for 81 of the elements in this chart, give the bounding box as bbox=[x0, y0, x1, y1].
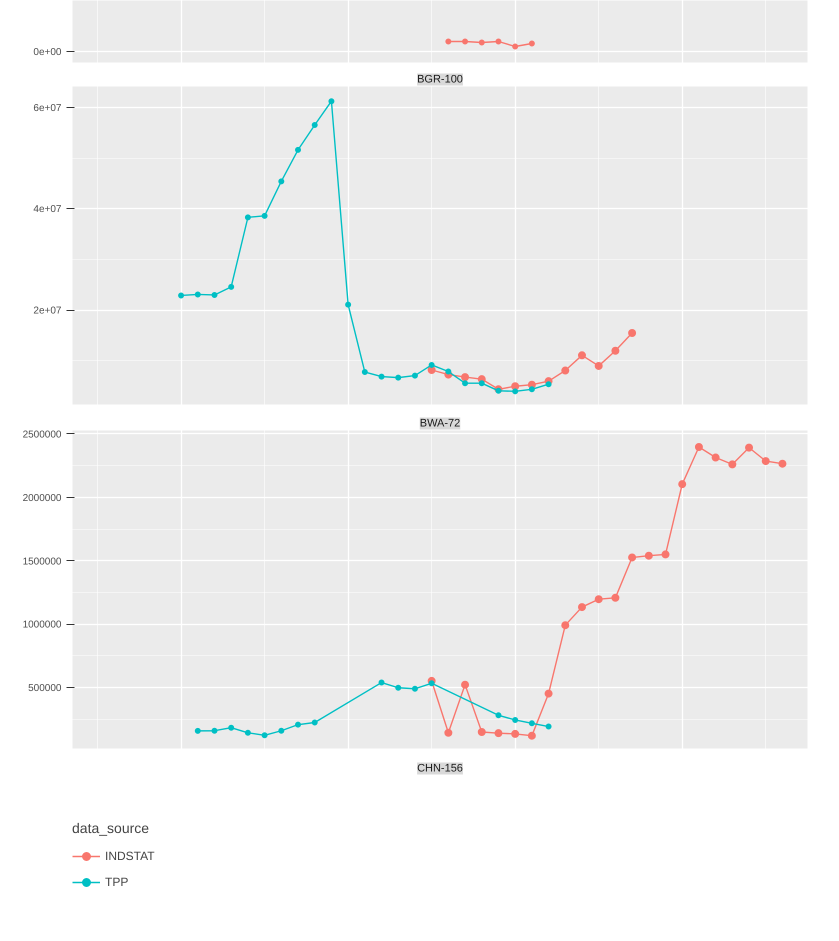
point bbox=[494, 729, 502, 738]
point bbox=[495, 712, 502, 718]
point bbox=[478, 728, 486, 736]
point bbox=[378, 680, 385, 686]
point bbox=[478, 380, 485, 386]
point bbox=[211, 292, 218, 298]
point bbox=[628, 328, 636, 337]
point bbox=[561, 621, 570, 630]
point bbox=[461, 680, 470, 689]
text: 0e+00 bbox=[33, 47, 62, 58]
point bbox=[412, 686, 418, 692]
y-tick-label: 2000000 bbox=[22, 492, 62, 504]
point bbox=[295, 146, 302, 153]
point bbox=[328, 98, 334, 104]
y-tick-label: 500000 bbox=[28, 683, 62, 694]
point bbox=[694, 442, 703, 451]
point bbox=[495, 388, 502, 394]
y-tick-label: 4e+07 bbox=[33, 204, 62, 216]
point bbox=[312, 122, 318, 128]
point bbox=[511, 730, 520, 738]
point bbox=[444, 728, 452, 737]
point bbox=[528, 386, 535, 392]
point bbox=[594, 595, 603, 604]
point bbox=[378, 374, 385, 380]
point bbox=[362, 369, 368, 376]
point bbox=[194, 728, 201, 734]
y-tick-label: 1500000 bbox=[22, 556, 62, 568]
point bbox=[278, 728, 284, 734]
point bbox=[712, 454, 720, 462]
point bbox=[244, 730, 251, 736]
point bbox=[544, 690, 553, 698]
point bbox=[745, 444, 754, 452]
legend-label: INDSTAT bbox=[105, 849, 155, 863]
point bbox=[546, 381, 552, 388]
point bbox=[178, 292, 184, 298]
point bbox=[644, 552, 653, 560]
point bbox=[546, 724, 552, 730]
point bbox=[278, 178, 284, 184]
point bbox=[561, 366, 570, 375]
y-tick-label: 6e+07 bbox=[33, 102, 62, 114]
point bbox=[262, 732, 268, 738]
point bbox=[594, 362, 603, 370]
y-tick-label: 2e+07 bbox=[33, 306, 62, 317]
point bbox=[228, 724, 234, 731]
y-tick-label: 2500000 bbox=[22, 429, 62, 440]
point bbox=[262, 212, 268, 219]
point bbox=[578, 603, 586, 612]
chart-title: BGR-100 bbox=[417, 74, 463, 86]
point bbox=[345, 302, 352, 308]
point bbox=[295, 722, 302, 728]
point bbox=[628, 553, 636, 562]
point bbox=[728, 460, 736, 468]
point bbox=[395, 374, 402, 381]
point bbox=[662, 550, 670, 558]
point bbox=[528, 732, 536, 740]
legend-title: data_source bbox=[72, 820, 150, 836]
point bbox=[678, 480, 686, 488]
point bbox=[512, 716, 518, 723]
point bbox=[445, 368, 452, 375]
point bbox=[528, 720, 535, 726]
point bbox=[228, 284, 234, 290]
point bbox=[778, 460, 786, 468]
point bbox=[578, 351, 586, 360]
y-tick-label: 1000000 bbox=[22, 620, 62, 631]
point bbox=[211, 728, 218, 734]
point bbox=[462, 380, 468, 386]
point bbox=[512, 388, 518, 394]
point bbox=[312, 720, 318, 726]
point bbox=[244, 214, 251, 220]
point bbox=[762, 457, 770, 466]
point bbox=[461, 373, 470, 382]
point bbox=[428, 362, 435, 368]
point bbox=[611, 594, 620, 602]
chart-title: BWA-72 bbox=[420, 418, 460, 430]
text: CHN-156 bbox=[417, 762, 463, 774]
point bbox=[395, 684, 402, 691]
point bbox=[412, 372, 418, 379]
point bbox=[611, 346, 620, 355]
point bbox=[428, 680, 435, 686]
legend-label: TPP bbox=[105, 875, 128, 889]
point bbox=[194, 291, 201, 298]
